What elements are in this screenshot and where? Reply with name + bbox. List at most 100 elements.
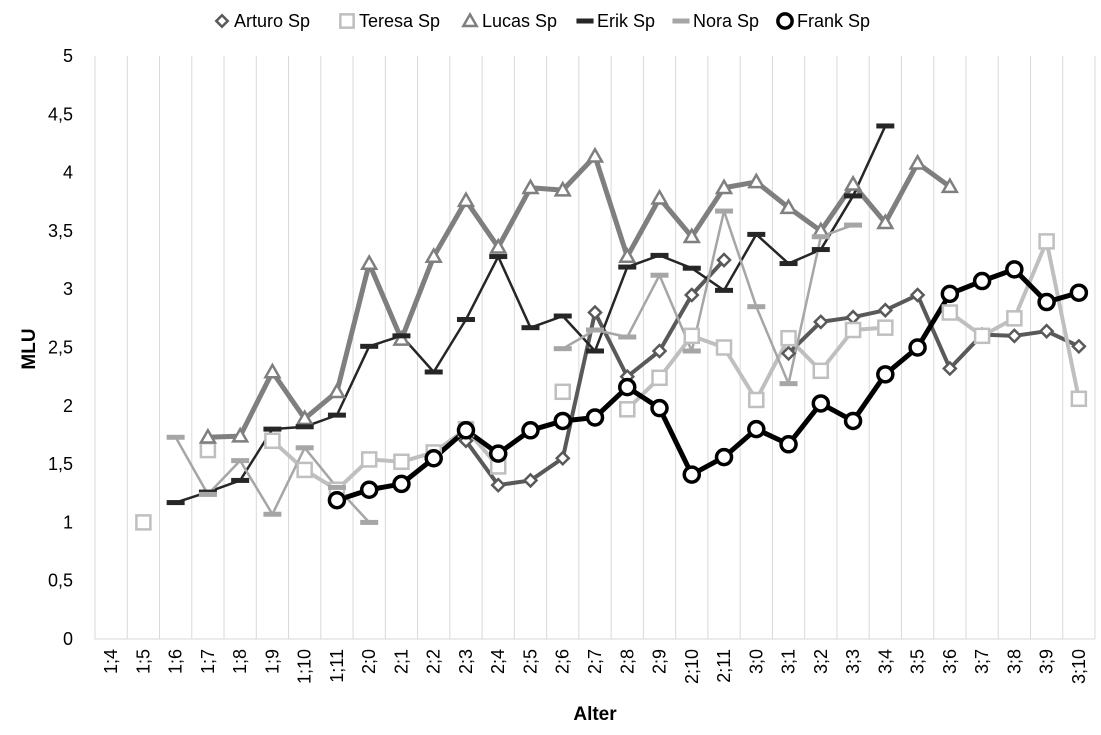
data-point-teresa-sp xyxy=(941,304,959,321)
x-tick-label: 3;4 xyxy=(875,649,895,674)
data-point-lucas-sp xyxy=(714,178,734,195)
data-point-erik-sp xyxy=(166,500,185,506)
data-point-lucas-sp xyxy=(553,180,572,197)
legend-marker-arturo-sp xyxy=(214,13,230,29)
data-point-erik-sp xyxy=(263,426,282,432)
data-point-lucas-sp xyxy=(618,247,637,264)
legend-marker-teresa-sp xyxy=(339,13,355,29)
data-point-teresa-sp xyxy=(973,327,991,345)
data-point-nora-sp xyxy=(715,208,734,214)
data-point-teresa-sp xyxy=(393,453,410,471)
x-tick-label: 1;8 xyxy=(230,649,250,674)
data-point-nora-sp xyxy=(198,491,217,497)
data-point-lucas-sp xyxy=(489,237,508,254)
data-point-frank-sp xyxy=(585,408,605,427)
data-point-nora-sp xyxy=(650,272,669,278)
data-point-lucas-sp xyxy=(650,188,669,205)
x-tick-label: 1;4 xyxy=(101,649,121,674)
data-point-nora-sp xyxy=(811,234,830,240)
data-point-arturo-sp xyxy=(684,287,700,303)
data-point-arturo-sp xyxy=(522,472,539,489)
data-point-arturo-sp xyxy=(845,309,861,325)
data-point-erik-sp xyxy=(521,325,540,331)
data-point-teresa-sp xyxy=(1070,390,1088,408)
grid-lines xyxy=(94,56,1096,639)
data-point-frank-sp xyxy=(972,271,992,291)
data-point-erik-sp xyxy=(715,287,734,293)
data-point-arturo-sp xyxy=(1071,338,1087,355)
x-tick-label: 3;5 xyxy=(908,649,928,674)
y-tick-label: 2,5 xyxy=(48,338,73,358)
data-point-frank-sp xyxy=(1037,292,1056,312)
data-point-lucas-sp xyxy=(231,426,250,443)
data-point-erik-sp xyxy=(844,193,863,199)
data-point-nora-sp xyxy=(844,222,863,228)
data-point-nora-sp xyxy=(747,304,766,310)
data-point-arturo-sp xyxy=(716,252,732,268)
data-point-frank-sp xyxy=(1069,283,1089,302)
data-point-teresa-sp xyxy=(619,401,636,418)
data-point-teresa-sp xyxy=(844,321,862,339)
legend: Arturo Sp Teresa Sp Lucas Sp Erik Sp Nora Sp… xyxy=(214,11,870,31)
legend-label-teresa-sp: Teresa Sp xyxy=(359,11,440,31)
y-tick-label: 0,5 xyxy=(48,571,73,591)
data-point-arturo-sp xyxy=(877,302,894,318)
axes: 0 0,5 1 1,5 2 2,5 3 3,5 4 4,5 5 1;4 1;5 1;6 1;7 1;8 1;9 1… xyxy=(48,46,1095,684)
y-axis-title: MLU xyxy=(19,328,40,369)
data-point-arturo-sp xyxy=(780,345,797,362)
y-tick-label: 1,5 xyxy=(48,454,73,474)
data-point-lucas-sp xyxy=(392,329,411,346)
legend-label-arturo-sp: Arturo Sp xyxy=(234,11,310,31)
data-point-lucas-sp xyxy=(940,177,959,194)
x-tick-label: 2;5 xyxy=(520,649,540,674)
data-point-lucas-sp xyxy=(295,409,314,426)
data-point-frank-sp xyxy=(392,474,411,494)
data-point-arturo-sp xyxy=(1038,323,1055,339)
x-tick-label: 2;11 xyxy=(714,649,734,683)
data-point-lucas-sp xyxy=(198,427,218,444)
x-tick-label: 1;10 xyxy=(295,649,315,684)
x-tick-label: 2;3 xyxy=(456,649,476,674)
data-point-erik-sp xyxy=(682,265,701,271)
data-point-arturo-sp xyxy=(587,304,603,321)
x-tick-label: 2;6 xyxy=(553,649,573,674)
data-point-nora-sp xyxy=(779,381,798,387)
data-point-frank-sp xyxy=(1005,260,1024,279)
data-point-lucas-sp xyxy=(585,146,605,163)
data-point-lucas-sp xyxy=(908,153,927,170)
data-point-frank-sp xyxy=(327,490,347,510)
data-point-frank-sp xyxy=(618,377,637,397)
data-point-frank-sp xyxy=(359,480,379,500)
series-markers xyxy=(135,123,1089,531)
data-point-nora-sp xyxy=(553,346,572,352)
legend-marker-lucas-sp xyxy=(461,11,479,28)
data-point-frank-sp xyxy=(521,421,540,440)
data-point-nora-sp xyxy=(263,511,282,517)
y-tick-label: 4 xyxy=(63,163,73,183)
data-point-frank-sp xyxy=(714,447,734,467)
x-tick-label: 2;10 xyxy=(682,649,702,684)
x-tick-label: 1;6 xyxy=(166,649,186,674)
data-point-lucas-sp xyxy=(747,172,766,189)
data-point-erik-sp xyxy=(553,313,572,319)
series-line-arturo-sp xyxy=(786,293,1081,371)
data-point-frank-sp xyxy=(424,449,443,468)
y-tick-label: 3,5 xyxy=(48,221,73,241)
data-point-frank-sp xyxy=(456,421,476,440)
data-point-nora-sp xyxy=(295,445,314,451)
legend-marker-erik-sp xyxy=(576,18,594,24)
data-point-erik-sp xyxy=(618,264,637,270)
y-tick-label: 2 xyxy=(63,396,73,416)
y-tick-label: 5 xyxy=(63,46,73,66)
data-point-arturo-sp xyxy=(490,477,506,493)
y-tick-label: 4,5 xyxy=(48,104,73,124)
x-tick-label: 1;5 xyxy=(133,649,153,674)
series-line-nora-sp xyxy=(561,209,855,385)
x-tick-label: 2;0 xyxy=(359,649,379,674)
data-point-teresa-sp xyxy=(264,432,281,450)
data-point-arturo-sp xyxy=(554,450,571,467)
data-point-erik-sp xyxy=(456,317,475,323)
x-tick-label: 3;0 xyxy=(746,649,766,674)
